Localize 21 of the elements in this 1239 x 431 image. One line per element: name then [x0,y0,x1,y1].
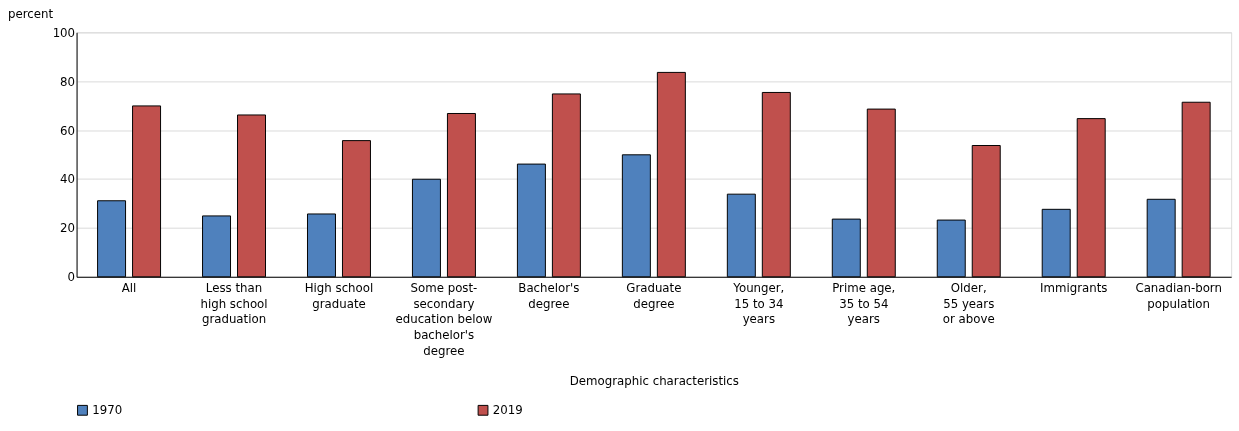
y-tick-label: 20 [60,221,76,236]
x-tick-label: Immigrants [1040,281,1108,296]
x-tick-label: Bachelor's degree [518,281,580,311]
legend-label: 2019 [492,403,523,418]
x-tick-label: Some post- secondary education below bachelor's degree [395,281,493,358]
y-tick-label: 0 [67,270,76,285]
x-axis-title: Demographic characteristics [569,374,739,389]
x-tick-label: All [121,281,137,296]
y-tick-label: 40 [60,172,76,187]
x-tick-label: Less than high school graduation [200,281,268,327]
y-tick-label: 80 [60,74,76,89]
x-tick-label: High school graduate [304,281,374,311]
x-tick-label: Graduate degree [626,281,682,311]
x-tick-label: Canadian-born population [1135,281,1222,311]
y-axis-title: percent [7,6,54,21]
x-tick-label: Older, 55 years or above [942,281,995,327]
y-tick-label: 60 [60,123,76,138]
y-tick-label: 100 [52,25,76,40]
legend-label: 1970 [92,403,123,418]
x-tick-label: Younger, 15 to 34 years [732,281,785,327]
x-tick-label: Prime age, 35 to 54 years [832,281,896,327]
